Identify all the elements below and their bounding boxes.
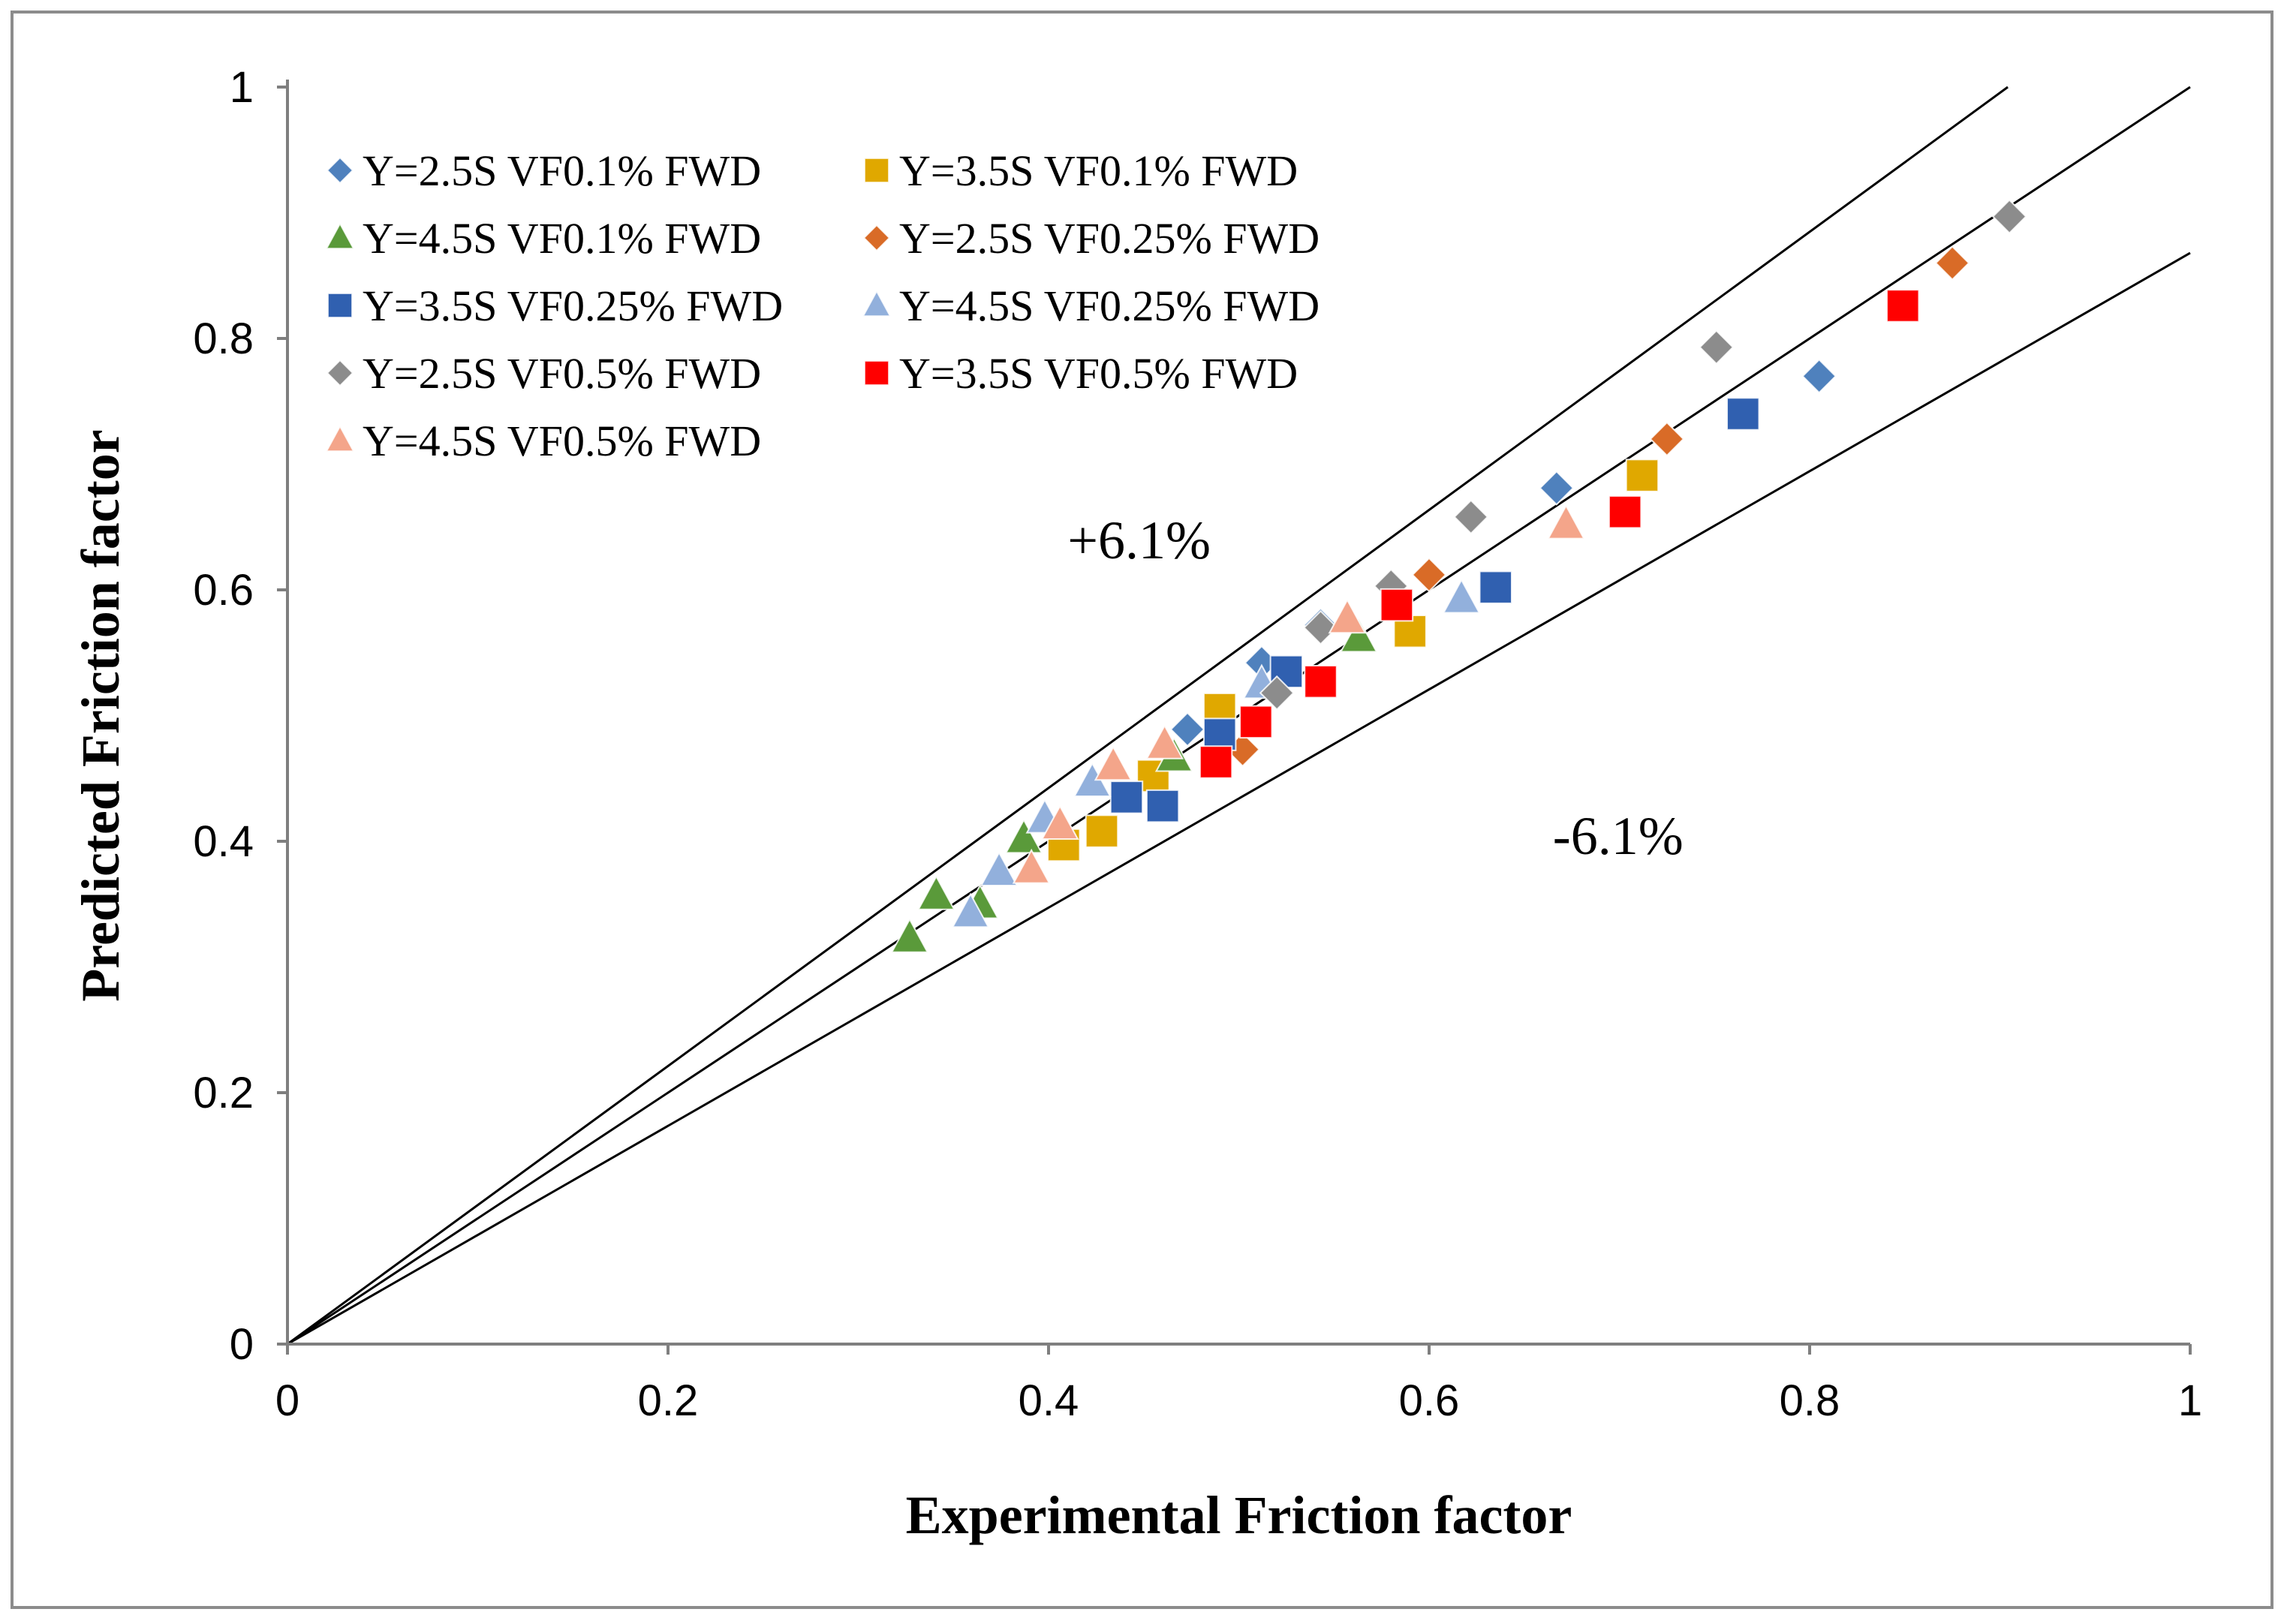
data-point-series-7	[1380, 588, 1414, 622]
data-point-series-3	[1411, 557, 1447, 593]
legend-marker-2	[325, 221, 355, 250]
annotations: +6.1% -6.1%	[1067, 510, 1683, 866]
data-point-series-7	[1608, 495, 1642, 529]
chart-frame: 0 0.2 0.4 0.6 0.8 1 0 0.2 0.4 0.6 0.8 1 Y=2.5S VF0.…	[11, 11, 2273, 1609]
legend-label-2: Y=4.5S VF0.1% FWD	[363, 214, 761, 263]
legend-label-6: Y=2.5S VF0.5% FWD	[363, 349, 761, 398]
reference-lines	[287, 86, 2191, 1346]
data-point-series-5	[1442, 578, 1481, 614]
legend-marker-0	[326, 156, 354, 185]
data-point-series-2	[917, 874, 955, 910]
data-point-series-3	[1934, 245, 1970, 281]
data-point-series-8	[1328, 598, 1367, 634]
legend-marker-4	[326, 292, 354, 319]
reference-line-0	[287, 86, 2009, 1346]
data-point-series-6	[1453, 499, 1489, 535]
legend: Y=2.5S VF0.1% FWD Y=3.5S VF0.1% FWD Y=4.5S…	[325, 146, 1320, 465]
y-tick-label: 0.6	[193, 566, 254, 615]
data-point-series-7	[1239, 705, 1273, 739]
x-tick-label: 0.6	[1399, 1376, 1460, 1425]
data-point-series-6	[1259, 675, 1295, 711]
y-tick-label: 0.2	[193, 1069, 254, 1117]
data-point-series-6	[1303, 609, 1338, 645]
data-point-series-2	[1339, 617, 1378, 653]
data-point-series-4	[1145, 789, 1180, 823]
legend-label-8: Y=4.5S VF0.5% FWD	[363, 417, 761, 465]
data-point-series-7	[1199, 745, 1233, 779]
data-point-series-7	[1885, 289, 1920, 323]
friction-factor-scatter-chart: 0 0.2 0.4 0.6 0.8 1 0 0.2 0.4 0.6 0.8 1 Y=2.5S VF0.…	[71, 63, 2202, 1545]
data-points	[890, 199, 2027, 953]
annotation-0: +6.1%	[1067, 510, 1211, 570]
data-point-series-8	[1547, 504, 1585, 540]
data-point-series-3	[1649, 421, 1685, 457]
reference-line-2	[287, 251, 2191, 1346]
legend-marker-5	[862, 289, 892, 317]
legend-label-0: Y=2.5S VF0.1% FWD	[363, 146, 761, 195]
data-point-series-8	[1094, 745, 1133, 781]
data-point-series-6	[1699, 329, 1735, 365]
data-point-series-5	[951, 892, 990, 928]
annotation-1: -6.1%	[1553, 806, 1684, 866]
data-point-series-8	[1040, 804, 1079, 840]
y-axis-title: Predicted Friction factor	[71, 429, 131, 1001]
axes: 0 0.2 0.4 0.6 0.8 1 0 0.2 0.4 0.6 0.8 1	[193, 63, 2202, 1425]
data-point-series-5	[979, 851, 1019, 886]
x-tick-label: 0.4	[1019, 1376, 1079, 1425]
data-point-series-6	[1991, 199, 2027, 234]
legend-marker-7	[863, 359, 890, 386]
y-tick-label: 1	[230, 63, 254, 112]
x-tick-label: 0	[275, 1376, 299, 1425]
legend-marker-1	[863, 157, 890, 184]
data-point-series-1	[1625, 459, 1660, 492]
legend-marker-3	[862, 224, 891, 252]
data-point-series-0	[1539, 470, 1575, 506]
data-point-series-2	[1004, 818, 1043, 854]
legend-label-1: Y=3.5S VF0.1% FWD	[899, 146, 1298, 195]
legend-marker-6	[326, 359, 354, 387]
data-point-series-7	[1304, 665, 1338, 699]
x-tick-label: 0.8	[1780, 1376, 1840, 1425]
y-tick-label: 0.8	[193, 314, 254, 363]
data-point-series-4	[1726, 397, 1760, 431]
y-tick-label: 0.4	[193, 817, 254, 866]
legend-label-4: Y=3.5S VF0.25% FWD	[363, 281, 783, 330]
legend-label-3: Y=2.5S VF0.25% FWD	[899, 214, 1320, 263]
x-tick-label: 0.2	[638, 1376, 699, 1425]
data-point-series-1	[1085, 814, 1119, 848]
data-point-series-0	[1169, 711, 1205, 747]
x-tick-label: 1	[2178, 1376, 2202, 1425]
legend-label-5: Y=4.5S VF0.25% FWD	[899, 281, 1320, 330]
data-point-series-2	[890, 917, 929, 953]
y-tick-label: 0	[230, 1320, 254, 1369]
data-point-series-8	[1145, 723, 1184, 759]
legend-marker-8	[325, 424, 355, 453]
data-point-series-8	[1012, 848, 1051, 884]
data-point-series-4	[1109, 780, 1144, 814]
legend-label-7: Y=3.5S VF0.5% FWD	[899, 349, 1298, 398]
reference-line-1	[287, 86, 2191, 1346]
x-axis-title: Experimental Friction factor	[906, 1485, 1572, 1545]
data-point-series-4	[1479, 570, 1512, 604]
data-point-series-0	[1801, 358, 1837, 394]
